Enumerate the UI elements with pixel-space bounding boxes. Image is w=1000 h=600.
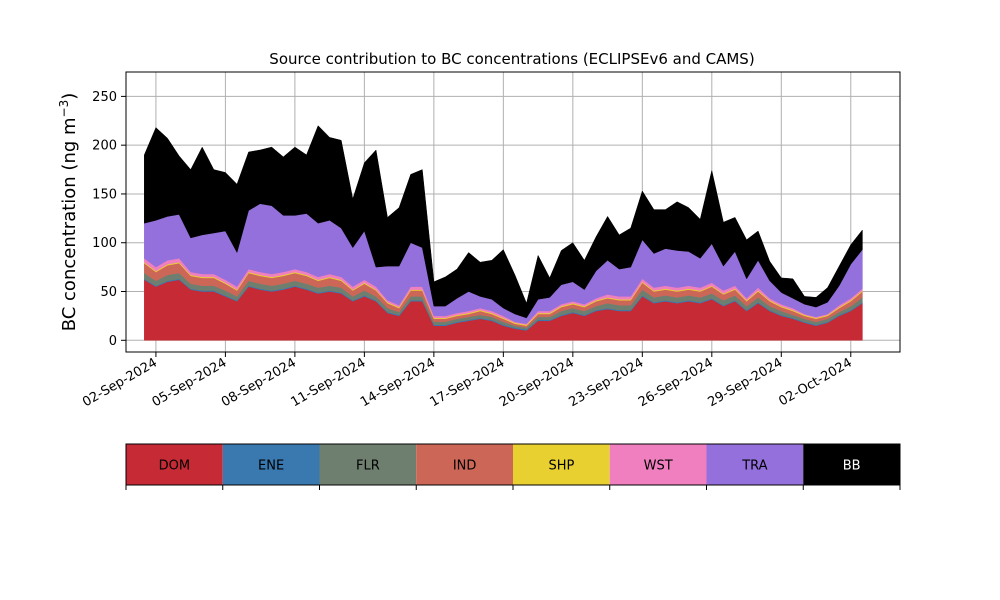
x-tick-label: 26-Sep-2024 — [636, 355, 716, 410]
legend-swatch-shp — [513, 444, 610, 485]
y-axis: 0 50 100 150 200 250 — [92, 90, 126, 349]
y-axis-label: BC concentration (ng m−3) — [57, 93, 80, 332]
y-tick-label: 250 — [92, 90, 117, 105]
legend-label-ind: IND — [453, 459, 477, 474]
legend-swatch-tra — [706, 444, 804, 485]
y-tick-label: 200 — [92, 139, 117, 154]
legend-label-bb: BB — [843, 459, 861, 474]
y-tick-label: 50 — [100, 285, 117, 300]
x-tick-label: 14-Sep-2024 — [358, 355, 438, 410]
x-axis: 02-Sep-202405-Sep-202408-Sep-202411-Sep-… — [80, 352, 855, 410]
legend-colorbar: DOM ENE FLR IND SHP WST TRA BB — [125, 443, 901, 490]
x-tick-label: 08-Sep-2024 — [219, 355, 299, 410]
y-tick-label: 100 — [92, 236, 117, 251]
legend-label-tra: TRA — [741, 459, 767, 474]
x-tick-label: 05-Sep-2024 — [150, 355, 230, 410]
x-tick-label: 02-Sep-2024 — [80, 355, 160, 410]
legend-label-ene: ENE — [258, 459, 284, 474]
plot-frame — [125, 71, 901, 353]
x-tick-label: 23-Sep-2024 — [566, 355, 646, 410]
y-tick-label: 150 — [92, 187, 117, 202]
x-tick-label: 20-Sep-2024 — [497, 355, 577, 410]
legend-swatch-ind — [416, 444, 513, 485]
x-tick-label: 11-Sep-2024 — [289, 355, 369, 410]
legend-label-shp: SHP — [548, 459, 574, 474]
stacked-areas — [144, 125, 863, 341]
legend-label-dom: DOM — [159, 459, 190, 474]
legend-swatch-bb — [803, 444, 900, 485]
chart-title: Source contribution to BC concentrations… — [269, 50, 754, 68]
legend-swatch-ene — [222, 444, 320, 485]
legend-swatch-dom — [126, 444, 223, 485]
y-tick-label: 0 — [109, 334, 117, 349]
x-tick-label: 02-Oct-2024 — [776, 355, 854, 409]
legend-label-flr: FLR — [356, 459, 380, 474]
legend-swatch-wst — [609, 444, 707, 485]
legend-label-wst: WST — [644, 459, 673, 474]
area-bb — [144, 125, 863, 319]
legend-swatch-flr — [319, 444, 417, 485]
x-tick-label: 17-Sep-2024 — [428, 355, 508, 410]
x-tick-label: 29-Sep-2024 — [705, 355, 785, 410]
